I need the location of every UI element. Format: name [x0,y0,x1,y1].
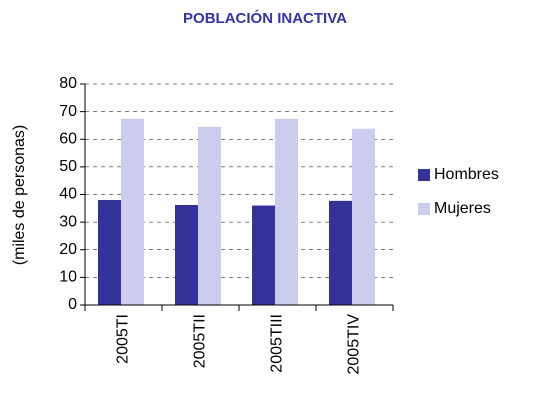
y-tick-label: 80 [59,75,77,92]
y-axis-label: (miles de personas) [11,125,28,266]
y-tick-label: 40 [59,186,77,203]
bar [329,200,352,305]
legend-swatch [418,169,430,181]
legend-swatch [418,203,430,215]
x-tick-label: 2005TIV [346,314,363,375]
legend-label: Hombres [434,166,499,183]
bar [352,128,375,305]
x-tick-label: 2005TI [115,314,132,364]
x-tick-label: 2005TII [192,314,209,368]
y-tick-label: 30 [59,213,77,230]
y-tick-label: 10 [59,269,77,286]
y-tick-label: 60 [59,130,77,147]
bar [175,204,198,305]
legend-label: Mujeres [434,200,491,217]
y-tick-label: 0 [68,296,77,313]
bar [98,200,121,305]
y-tick-label: 70 [59,103,77,120]
bar [275,118,298,306]
chart-title: POBLACIÓN INACTIVA [183,9,347,27]
y-tick-label: 50 [59,158,77,175]
y-tick-label: 20 [59,241,77,258]
bar [198,126,221,305]
bar [252,205,275,305]
bar [121,118,144,306]
x-tick-label: 2005TIII [269,314,286,373]
